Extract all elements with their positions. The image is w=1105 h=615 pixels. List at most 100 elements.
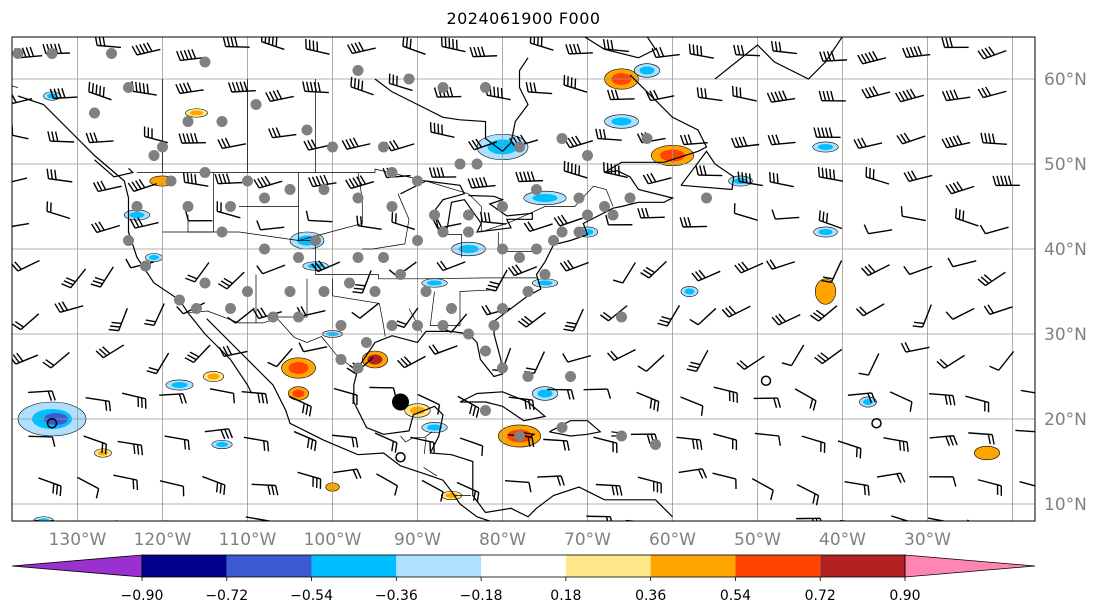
- barb-staff: [622, 262, 636, 284]
- anomaly-contour: [611, 117, 632, 126]
- anomaly-contour: [979, 449, 995, 457]
- barb-flag: [817, 127, 822, 138]
- wind-barb: [821, 260, 843, 283]
- wind-barb: [563, 135, 593, 149]
- barb-staff: [262, 264, 286, 275]
- barb-flag: [748, 173, 752, 184]
- barb-flag: [272, 90, 279, 101]
- barb-staff: [883, 437, 908, 443]
- barb-flag: [691, 272, 699, 282]
- station-dot: [335, 320, 347, 331]
- barb-flag: [562, 440, 566, 451]
- wind-barb: [688, 43, 715, 59]
- barb-staff: [645, 354, 665, 372]
- barb-flag: [432, 219, 439, 229]
- barb-flag: [146, 42, 153, 52]
- barb-flag: [913, 321, 925, 325]
- wind-barb: [184, 344, 211, 364]
- wind-barb: [642, 172, 672, 185]
- barb-flag: [110, 325, 121, 328]
- barb-staff: [53, 96, 78, 100]
- barb-flag: [187, 274, 198, 280]
- barb-staff: [902, 135, 926, 145]
- barb-flag: [183, 49, 189, 60]
- wind-barb: [771, 313, 801, 326]
- political-border: [298, 172, 363, 241]
- barb-flag: [907, 171, 914, 181]
- barb-flag: [475, 177, 481, 188]
- barb-flag: [955, 208, 958, 219]
- barb-staff: [297, 471, 321, 480]
- barb-flag: [54, 303, 61, 313]
- wind-barb: [553, 214, 583, 227]
- longitude-label: 40°W: [819, 530, 866, 550]
- barb-staff: [456, 481, 480, 494]
- barb-flag: [230, 37, 235, 47]
- wind-barb: [813, 127, 841, 138]
- wind-barb: [341, 137, 371, 150]
- longitude-label: 50°W: [734, 530, 781, 550]
- wind-barb: [305, 210, 333, 223]
- barb-staff: [482, 220, 507, 225]
- barb-staff: [565, 261, 589, 272]
- barb-flag: [306, 437, 310, 449]
- wind-barb: [595, 483, 623, 496]
- barb-flag: [500, 87, 503, 99]
- barb-flag: [194, 174, 197, 185]
- barb-staff: [773, 50, 798, 55]
- barb-flag: [699, 439, 703, 450]
- wind-barb: [637, 354, 665, 372]
- barb-flag: [472, 405, 477, 417]
- anomaly-contour: [149, 255, 159, 260]
- barb-flag: [738, 136, 744, 147]
- barb-flag: [956, 181, 963, 191]
- barb-staff: [59, 305, 84, 313]
- wind-barb: [143, 126, 168, 144]
- latitude-label: 20°N: [1044, 410, 1087, 430]
- barb-flag: [313, 440, 317, 452]
- wind-barb: [308, 174, 337, 188]
- wind-barb: [28, 390, 56, 401]
- barb-flag: [778, 313, 787, 323]
- barb-flag: [175, 83, 181, 94]
- longitude-label: 60°W: [649, 530, 696, 550]
- wind-barb: [410, 436, 435, 453]
- station-dot: [352, 192, 364, 204]
- barb-flag: [182, 82, 189, 93]
- barb-flag: [821, 279, 832, 283]
- barb-staff: [259, 180, 283, 189]
- wind-barb: [889, 391, 913, 412]
- barb-staff: [261, 41, 285, 51]
- wind-barb: [645, 89, 675, 102]
- barb-flag: [98, 348, 108, 357]
- barb-flag: [218, 283, 228, 290]
- barb-flag: [576, 43, 582, 54]
- barb-staff: [514, 266, 538, 277]
- barb-staff: [968, 432, 993, 436]
- barb-flag: [179, 83, 185, 94]
- barb-flag: [809, 314, 819, 322]
- anomaly-contour: [532, 194, 558, 202]
- wind-barb: [602, 39, 630, 53]
- barb-flag: [745, 172, 748, 183]
- barb-flag: [275, 37, 278, 47]
- barb-flag: [896, 135, 904, 145]
- barb-flag: [945, 311, 954, 320]
- barb-flag: [525, 81, 529, 93]
- barb-staff: [70, 268, 87, 289]
- barb-staff: [847, 392, 872, 396]
- station-dot: [199, 56, 211, 68]
- barb-staff: [389, 82, 413, 92]
- barb-flag: [137, 217, 144, 227]
- barb-flag: [771, 209, 776, 220]
- barb-flag: [853, 139, 860, 149]
- wind-barb: [469, 46, 498, 58]
- barb-staff: [567, 354, 592, 363]
- barb-staff: [505, 479, 530, 484]
- colorbar-segment: [226, 555, 312, 577]
- wind-barb: [965, 395, 990, 413]
- wind-barb: [713, 386, 738, 403]
- wind-barb: [861, 264, 890, 277]
- barb-flag: [903, 172, 910, 182]
